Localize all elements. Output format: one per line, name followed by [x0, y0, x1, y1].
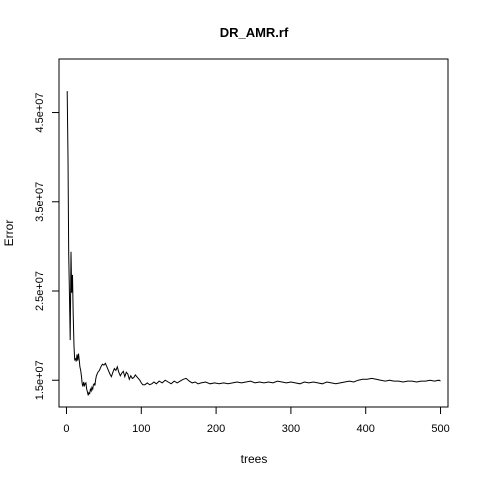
error-series-line — [66, 91, 441, 396]
y-tick-label: 4.5e+07 — [34, 92, 46, 132]
y-axis: 1.5e+07 2.5e+07 3.5e+07 4.5e+07 — [34, 92, 60, 400]
x-tick-label: 0 — [63, 423, 69, 435]
y-tick-label: 3.5e+07 — [34, 182, 46, 222]
y-tick-label: 2.5e+07 — [34, 271, 46, 311]
x-tick-label: 300 — [282, 423, 300, 435]
x-tick-label: 200 — [207, 423, 225, 435]
x-tick-label: 100 — [132, 423, 150, 435]
y-axis-label: Error — [2, 220, 16, 247]
y-tick-label: 1.5e+07 — [34, 360, 46, 400]
chart-title: DR_AMR.rf — [220, 25, 289, 40]
x-tick-label: 400 — [357, 423, 375, 435]
x-tick-label: 500 — [431, 423, 449, 435]
x-axis: 0 100 200 300 400 500 — [63, 406, 450, 435]
x-axis-label: trees — [241, 452, 268, 466]
